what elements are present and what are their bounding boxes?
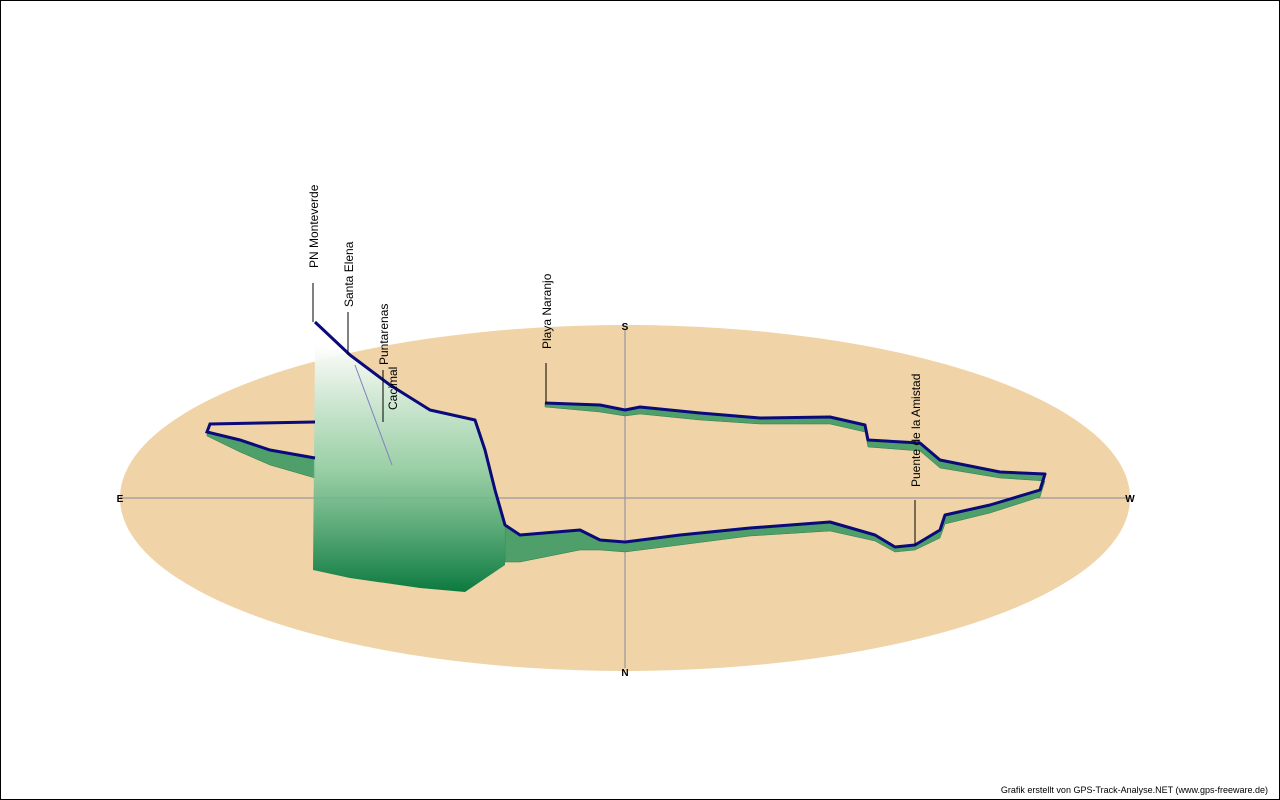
compass-label: E xyxy=(117,494,124,505)
waypoint-label: PN Monteverde xyxy=(307,184,321,268)
compass-label: W xyxy=(1125,494,1135,505)
credit: Grafik erstellt von GPS-Track-Analyse.NE… xyxy=(1001,785,1268,795)
west-loop-line xyxy=(205,420,316,460)
waypoint-label: Cacimal xyxy=(386,367,400,410)
waypoint-label: Puntarenas xyxy=(377,304,391,365)
waypoint-label: Santa Elena xyxy=(342,241,356,307)
mountain-curtain xyxy=(313,345,505,592)
faint-track xyxy=(354,364,393,466)
compass-label: S xyxy=(622,322,629,333)
compass-label: N xyxy=(621,668,628,679)
waypoint-label: Playa Naranjo xyxy=(540,273,554,349)
waypoint-label: Puente de la Amistad xyxy=(909,374,923,487)
